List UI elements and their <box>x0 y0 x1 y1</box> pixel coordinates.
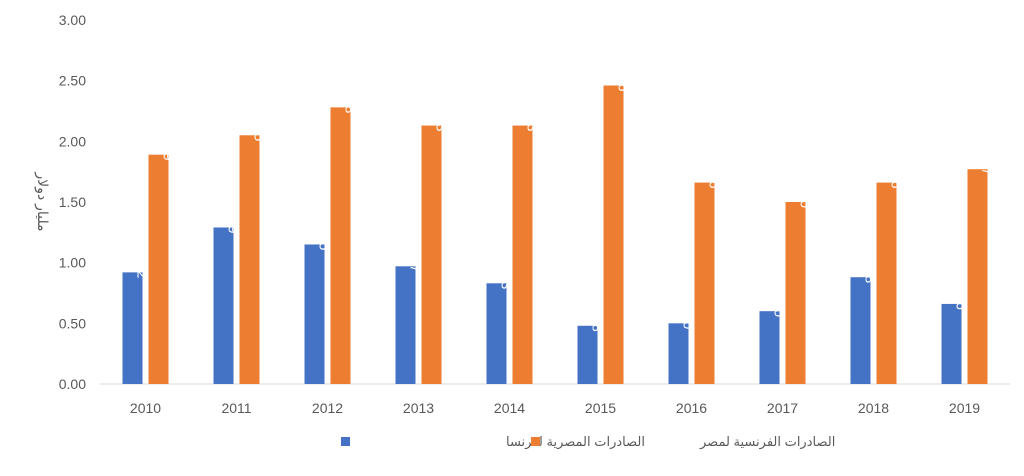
bar-france-exports <box>876 182 897 384</box>
x-tick-label: 2017 <box>767 400 798 416</box>
data-label: 0.83 <box>499 262 515 289</box>
legend-swatch <box>531 437 540 446</box>
bar-egypt-exports <box>668 323 689 384</box>
y-tick-label: 0.00 <box>59 376 86 392</box>
bar-france-exports <box>148 154 169 384</box>
data-label: 0.48 <box>590 305 606 332</box>
bar-france-exports <box>330 107 351 385</box>
bar-egypt-exports <box>486 283 507 384</box>
data-label: 0.97 <box>408 245 424 272</box>
bar-france-exports <box>239 135 260 384</box>
bar-egypt-exports <box>850 277 871 384</box>
bar-france-exports <box>421 125 442 384</box>
bar-egypt-exports <box>577 325 598 384</box>
data-label: 0.66 <box>954 283 970 310</box>
legend-label: الصادرات الفرنسية لمصر <box>699 434 835 450</box>
data-label: 1.77 <box>980 148 996 175</box>
x-tick-label: 2012 <box>312 400 343 416</box>
data-label: 2.13 <box>434 104 450 131</box>
bar-france-exports <box>785 202 806 384</box>
bar-france-exports <box>512 125 533 384</box>
x-tick-label: 2016 <box>676 400 707 416</box>
bar-egypt-exports <box>304 244 325 384</box>
data-label: 0.92 <box>135 251 151 278</box>
bars: 0.92 1.89 1.29 2.05 1.15 2.28 0.97 2.13 0.83 2.13… <box>122 64 996 385</box>
bar-france-exports <box>967 169 988 384</box>
y-axis-ticks: 0.00 0.50 1.00 1.50 2.00 2.50 3.00 <box>59 12 86 392</box>
legend: الصادرات المصرية لفرنسا الصادرات الفرنسية… <box>341 434 835 450</box>
data-label: 1.66 <box>889 161 905 188</box>
data-label: 2.05 <box>252 114 268 141</box>
bar-egypt-exports <box>759 311 780 384</box>
x-tick-label: 2010 <box>130 400 161 416</box>
y-tick-label: 1.00 <box>59 255 86 271</box>
x-axis-ticks: 2010 2011 2012 2013 2014 2015 2016 2017 2018 2019 <box>130 400 980 416</box>
data-label: 1.89 <box>161 133 177 160</box>
bar-france-exports <box>603 85 624 385</box>
legend-label: الصادرات المصرية لفرنسا <box>506 434 645 450</box>
data-label: 2.13 <box>525 104 541 131</box>
x-tick-label: 2015 <box>585 400 616 416</box>
data-label: 2.28 <box>343 86 359 113</box>
data-label: 0.50 <box>681 302 697 329</box>
legend-swatch <box>341 437 350 446</box>
bar-egypt-exports <box>122 272 143 384</box>
x-tick-label: 2018 <box>858 400 889 416</box>
y-tick-label: 2.00 <box>59 133 86 149</box>
x-tick-label: 2014 <box>494 400 525 416</box>
x-tick-label: 2019 <box>949 400 980 416</box>
data-label: 1.29 <box>226 206 242 233</box>
data-label: 0.60 <box>772 290 788 317</box>
y-tick-label: 0.50 <box>59 315 86 331</box>
data-label: 1.15 <box>317 223 333 250</box>
bar-egypt-exports <box>395 266 416 384</box>
bar-egypt-exports <box>941 303 962 384</box>
bar-egypt-exports <box>213 227 234 384</box>
data-label: 1.66 <box>707 161 723 188</box>
x-tick-label: 2011 <box>221 400 251 416</box>
y-tick-label: 2.50 <box>59 73 86 89</box>
y-tick-label: 3.00 <box>59 12 86 28</box>
y-tick-label: 1.50 <box>59 194 86 210</box>
data-label: 2.46 <box>616 64 632 91</box>
bar-france-exports <box>694 182 715 384</box>
y-axis-label: مليار دولار <box>34 171 51 231</box>
data-label: 1.50 <box>798 181 814 208</box>
x-tick-label: 2013 <box>403 400 434 416</box>
data-label: 0.88 <box>863 256 879 283</box>
